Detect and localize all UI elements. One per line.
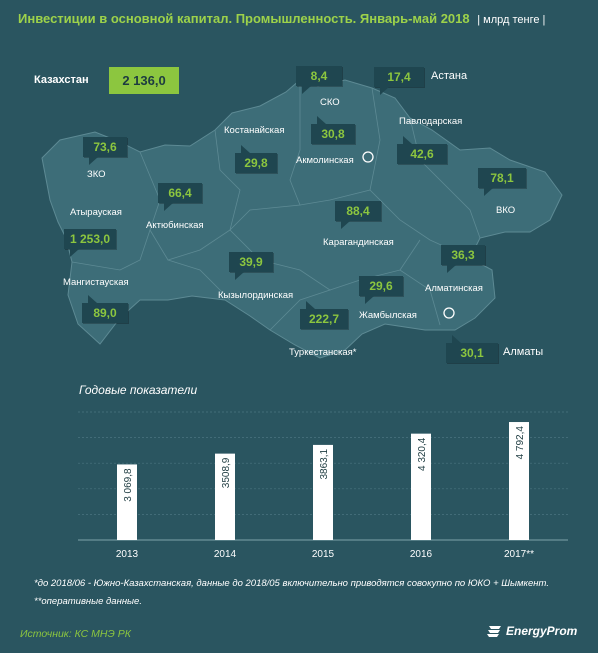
label-almaty: Алматы (503, 346, 544, 358)
label-karaganda: Карагандинская (323, 237, 394, 248)
label-sko: СКО (320, 97, 340, 108)
chart-bars (117, 422, 529, 540)
label-mangistau: Мангистауская (63, 277, 129, 288)
label-almaty-region: Алматинская (425, 283, 483, 294)
bar-2013 (117, 464, 137, 540)
chart-labels: 3 069,8 2013 3508,9 2014 3863,1 2015 4 320,4 20… (116, 426, 534, 560)
logo: EnergyProm (487, 624, 577, 638)
bar-value-label: 3 069,8 (123, 468, 134, 502)
callout-pavlodar: 42,6 (397, 136, 447, 164)
annual-chart-title: Годовые показатели (79, 383, 198, 397)
bar-value-label: 4 792,4 (515, 426, 526, 460)
label-atyrau: Атырауская (70, 207, 122, 218)
callout-almaty: 30,1 (446, 335, 498, 363)
category-label: 2015 (312, 549, 335, 560)
callout-astana: 17,4 (374, 67, 424, 95)
category-label: 2017** (504, 549, 534, 560)
callout-sko: 8,4 (296, 66, 342, 94)
label-turkestan: Туркестанская* (289, 347, 357, 358)
logo-text: EnergyProm (506, 624, 578, 638)
title-text: Инвестиции в основной капитал. Промышлен… (18, 11, 470, 26)
callout-almaty-region: 36,3 (441, 245, 485, 273)
label-zko: ЗКО (87, 169, 106, 180)
callout-akmola: 30,8 (311, 116, 355, 144)
callout-zhambyl: 29,6 (359, 276, 403, 304)
label-astana: Астана (431, 70, 468, 82)
bar-2016 (411, 433, 431, 540)
logo-icon (487, 626, 501, 637)
bar-2017 (509, 422, 529, 540)
callout-kyzylorda: 39,9 (229, 252, 273, 280)
callout-mangistau: 89,0 (82, 295, 128, 323)
country-value: 2 136,0 (109, 67, 179, 94)
label-kyzylorda: Кызылординская (218, 290, 294, 301)
category-label: 2016 (410, 549, 433, 560)
bar-2014 (215, 453, 235, 540)
category-label: 2014 (214, 549, 237, 560)
callout-kostanay: 29,8 (235, 145, 277, 173)
bar-value-label: 4 320,4 (417, 437, 428, 471)
page-title: Инвестиции в основной капитал. Промышлен… (18, 11, 588, 26)
source-text: Источник: КС МНЭ РК (20, 628, 131, 640)
label-aktobe: Актюбинская (146, 220, 204, 231)
label-akmola: Акмолинская (296, 155, 354, 166)
bar-2015 (313, 444, 333, 540)
footnote-2: **оперативные данные. (34, 596, 142, 607)
label-vko: ВКО (496, 205, 516, 216)
label-pavlodar: Павлодарская (399, 116, 463, 127)
astana-marker (362, 151, 374, 163)
unit-label: | млрд тенге | (477, 14, 546, 26)
callout-zko: 73,6 (83, 137, 127, 165)
callout-aktobe: 66,4 (158, 183, 202, 211)
callout-atyrau: 1 253,0 (64, 229, 116, 257)
callout-karaganda: 88,4 (335, 201, 381, 229)
callout-vko: 78,1 (478, 168, 526, 196)
label-zhambyl: Жамбылская (359, 310, 417, 321)
footnote-1: *до 2018/06 - Южно-Казахстанская, данные… (34, 578, 549, 589)
bar-value-label: 3863,1 (319, 448, 330, 479)
category-label: 2013 (116, 549, 139, 560)
bar-value-label: 3508,9 (221, 457, 232, 488)
label-kostanay: Костанайская (224, 125, 285, 136)
callout-turkestan: 222,7 (300, 301, 348, 329)
almaty-marker (443, 307, 455, 319)
country-label: Казахстан (34, 74, 89, 86)
